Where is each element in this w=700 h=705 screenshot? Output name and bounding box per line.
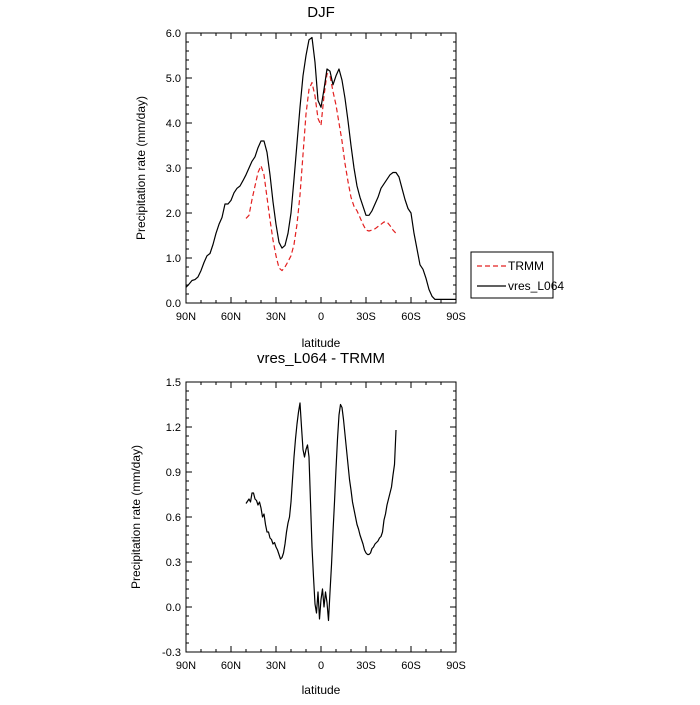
- series-line-vres-l064: [185, 36, 456, 300]
- y-tick-label: 0.9: [166, 467, 181, 479]
- y-tick-label: 0.0: [166, 298, 181, 310]
- panel-difference: vres_L064 - TRMM latitude Precipitation …: [129, 350, 466, 697]
- y-tick-label: 0.6: [166, 512, 181, 524]
- chart-title: vres_L064 - TRMM: [257, 350, 385, 367]
- legend: TRMM vres_L064: [470, 251, 564, 299]
- x-tick-label: 60N: [221, 311, 241, 323]
- x-tick-label: 30N: [266, 311, 286, 323]
- series-line-trmm: [245, 72, 397, 272]
- x-tick-label: 30S: [356, 311, 376, 323]
- series-layer: [185, 36, 456, 300]
- x-tick-label: 90N: [176, 660, 196, 672]
- y-axis-label: Precipitation rate (mm/day): [134, 96, 148, 240]
- y-tick-label: 0.0: [166, 602, 181, 614]
- x-tick-label: 90S: [446, 311, 466, 323]
- x-tick-label: 60S: [401, 311, 421, 323]
- y-tick-label: 0.3: [166, 557, 181, 569]
- y-tick-label: 1.2: [166, 422, 181, 434]
- x-tick-label: 30N: [266, 660, 286, 672]
- x-tick-label: 90S: [446, 660, 466, 672]
- y-tick-label: 6.0: [166, 28, 181, 40]
- x-axis-label: latitude: [302, 683, 341, 697]
- y-tick-label: 2.0: [166, 208, 181, 220]
- x-tick-label: 60N: [221, 660, 241, 672]
- panel-djf: DJF latitude Precipitation rate (mm/day)…: [134, 4, 564, 350]
- x-tick-label: 90N: [176, 311, 196, 323]
- series-line-vres-l064-trmm: [245, 402, 397, 622]
- x-axis-label: latitude: [302, 336, 341, 350]
- chart-title: DJF: [307, 4, 335, 21]
- legend-label-trmm: TRMM: [508, 259, 544, 273]
- x-tick-label: 0: [318, 311, 324, 323]
- y-axis-label: Precipitation rate (mm/day): [129, 445, 143, 589]
- y-tick-label: 3.0: [166, 163, 181, 175]
- x-tick-label: 60S: [401, 660, 421, 672]
- y-tick-label: -0.3: [162, 647, 181, 659]
- y-tick-label: 1.0: [166, 253, 181, 265]
- x-tick-label: 30S: [356, 660, 376, 672]
- series-layer: [245, 402, 397, 622]
- x-tick-label: 0: [318, 660, 324, 672]
- y-tick-label: 5.0: [166, 73, 181, 85]
- y-tick-label: 4.0: [166, 118, 181, 130]
- y-tick-label: 1.5: [166, 377, 181, 389]
- plot-frame: [185, 32, 457, 304]
- legend-box: [470, 251, 554, 299]
- legend-label-vres: vres_L064: [508, 279, 564, 293]
- tick-layer: 90N 60N 30N 0 30S 60S 90S 0.0 1.0 2.0 3.0 4.0 5.0 6.0: [166, 28, 466, 323]
- plot-frame: [185, 381, 457, 653]
